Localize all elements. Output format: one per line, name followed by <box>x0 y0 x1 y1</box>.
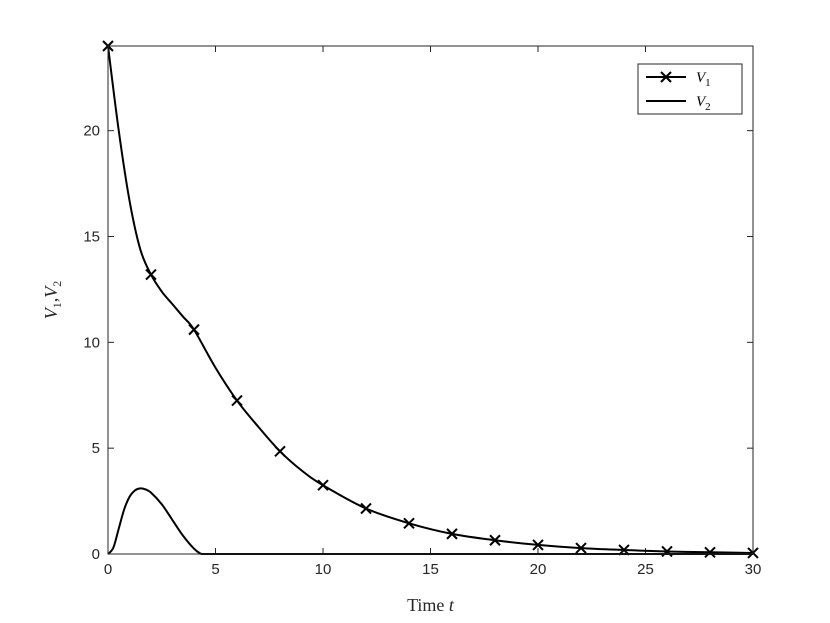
marker-v1 <box>661 545 673 558</box>
y-tick-label: 15 <box>83 229 100 246</box>
marker-v1 <box>274 445 286 458</box>
legend: V1 V2 <box>637 63 743 115</box>
x-tick-label: 20 <box>530 561 547 578</box>
x-tick-label: 25 <box>637 561 654 578</box>
marker-v1 <box>618 544 630 556</box>
marker-v1 <box>317 479 329 491</box>
marker-v1 <box>446 528 458 540</box>
x-tick-label: 5 <box>211 561 219 578</box>
marker-v1 <box>145 268 157 281</box>
legend-marker-v1 <box>660 71 672 83</box>
series-markers <box>102 40 759 559</box>
marker-v1 <box>188 323 200 336</box>
x-tick-label: 30 <box>745 561 762 578</box>
marker-v1 <box>704 546 716 559</box>
x-axis-label: Time t <box>407 595 455 615</box>
marker-v1 <box>403 517 415 530</box>
marker-v1 <box>489 534 501 546</box>
x-tick-label: 0 <box>104 561 112 578</box>
legend-box <box>637 63 743 115</box>
plot-area <box>108 46 753 554</box>
y-tick-label: 0 <box>92 546 100 563</box>
marker-v1 <box>360 502 372 515</box>
y-tick-label: 10 <box>83 334 100 351</box>
marker-v1 <box>575 542 587 554</box>
y-tick-label: 20 <box>83 123 100 140</box>
tick-labels: 0 5 10 15 20 25 30 0 5 10 15 20 <box>83 123 761 578</box>
y-tick-label: 5 <box>92 440 100 457</box>
marker-v1 <box>231 394 243 407</box>
y-axis-label: V1,V2 <box>41 281 64 320</box>
x-tick-label: 15 <box>422 561 439 578</box>
x-tick-label: 10 <box>315 561 332 578</box>
svg-text:V1,V2: V1,V2 <box>41 281 64 320</box>
plot-frame <box>107 45 754 555</box>
marker-v1 <box>532 539 544 551</box>
